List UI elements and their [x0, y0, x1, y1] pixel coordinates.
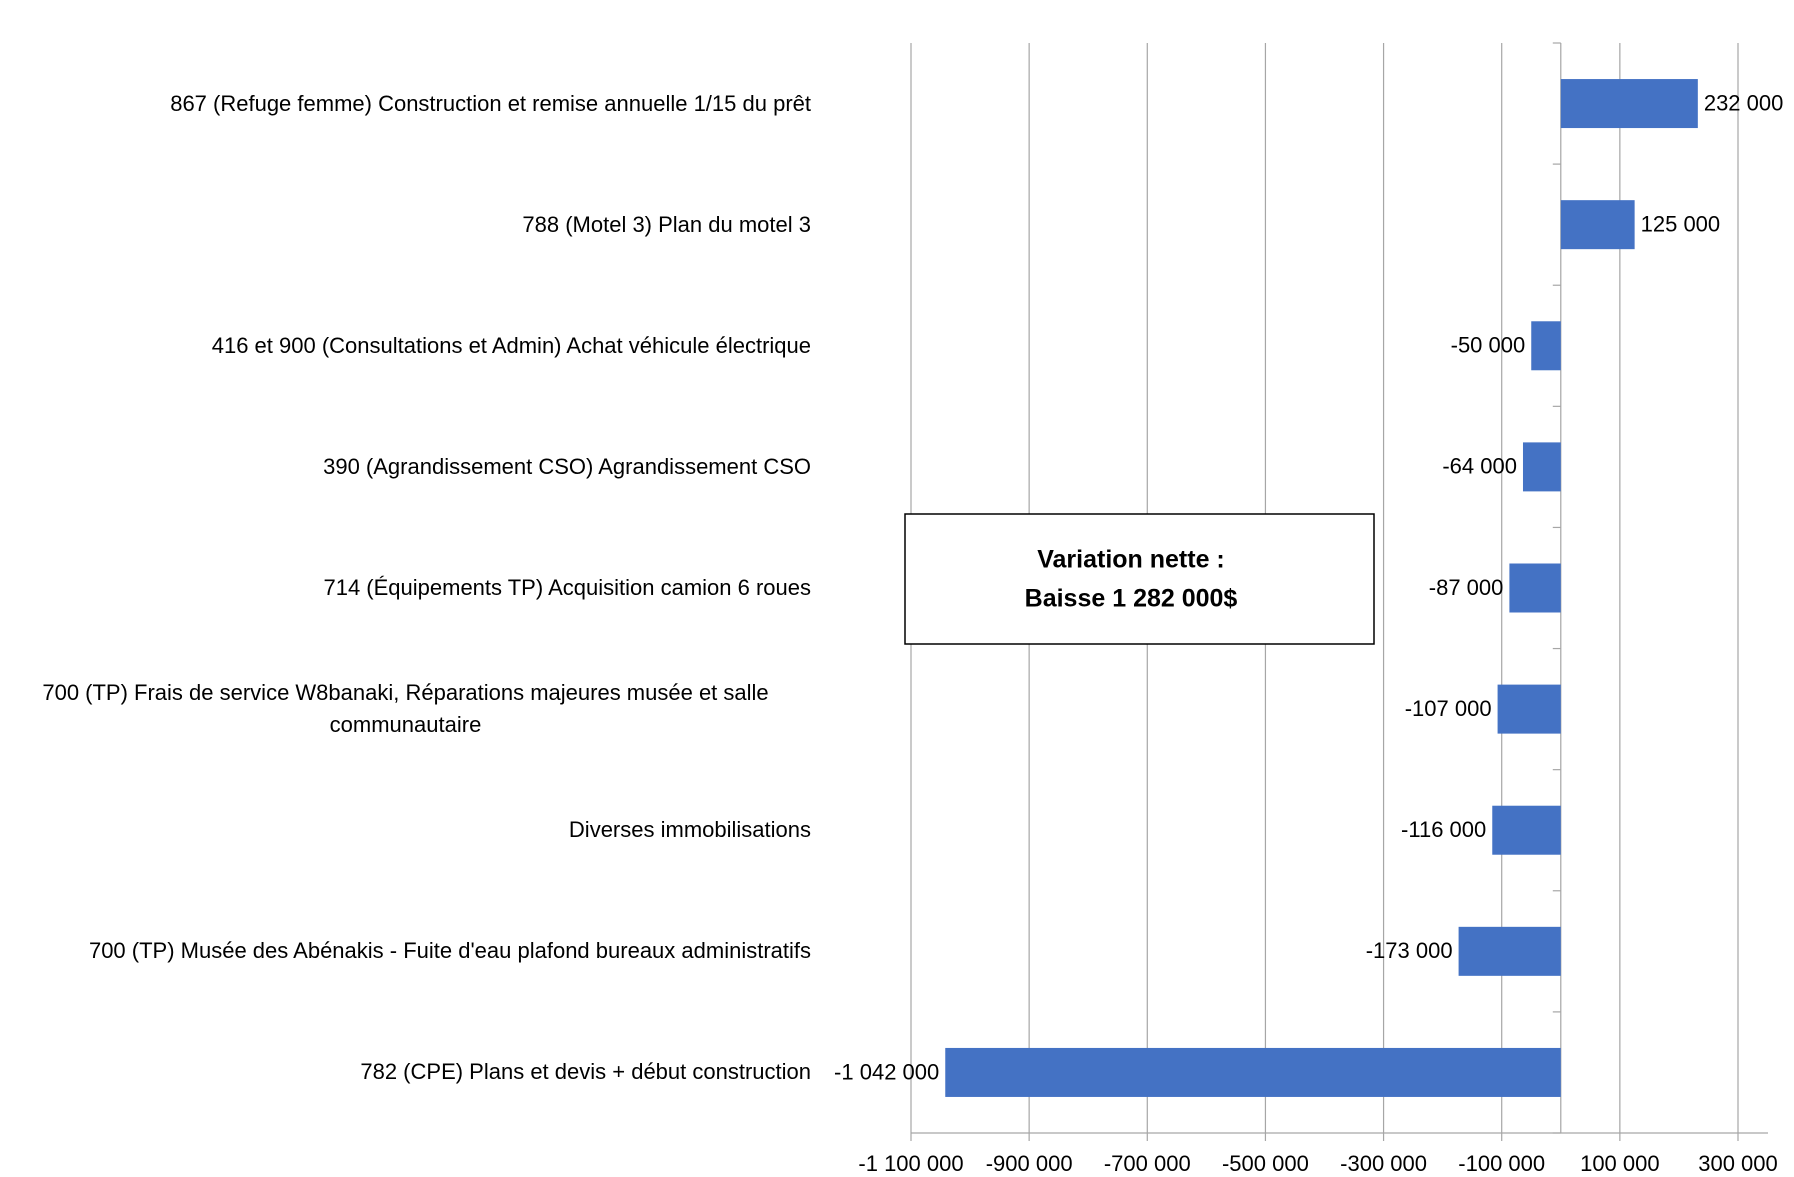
- y-tick-label: 782 (CPE) Plans et devis + début constru…: [360, 1059, 811, 1085]
- y-tick-label: 700 (TP) Musée des Abénakis - Fuite d'ea…: [88, 938, 811, 964]
- x-tick-label: 300 000: [1698, 1151, 1778, 1176]
- y-tick-label: 416 et 900 (Consultations et Admin) Acha…: [211, 332, 811, 358]
- value-label: -1 042 000: [834, 1059, 939, 1084]
- value-label: -87 000: [1429, 575, 1504, 600]
- y-tick-label: 700 (TP) Frais de service W8banaki, Répa…: [42, 680, 769, 738]
- y-tick-label: 714 (Équipements TP) Acquisition camion …: [323, 575, 811, 600]
- x-tick-label: -100 000: [1458, 1151, 1545, 1176]
- x-tick-label: -1 100 000: [858, 1151, 963, 1176]
- bar: [1560, 200, 1635, 250]
- x-tick-label: -300 000: [1340, 1151, 1427, 1176]
- annotation-box: [904, 513, 1375, 645]
- value-label: -173 000: [1366, 938, 1453, 963]
- bar: [945, 1047, 1561, 1097]
- annotation: Variation nette :: [1037, 546, 1225, 574]
- x-tick-label: -700 000: [1104, 1151, 1191, 1176]
- value-label: -107 000: [1405, 696, 1492, 721]
- y-tick-label: 788 (Motel 3) Plan du motel 3: [522, 211, 811, 237]
- value-label: 125 000: [1641, 211, 1721, 236]
- value-label: -64 000: [1442, 454, 1517, 479]
- annotation: Baisse 1 282 000$: [1025, 585, 1238, 613]
- y-tick-label: Diverses immobilisations: [568, 817, 811, 843]
- x-tick-label: 100 000: [1580, 1151, 1660, 1176]
- bar: [1458, 926, 1561, 976]
- bar: [1560, 79, 1698, 129]
- bar: [1531, 321, 1561, 371]
- x-tick-label: -500 000: [1222, 1151, 1309, 1176]
- value-label: 232 000: [1704, 90, 1784, 115]
- y-tick-label: 867 (Refuge femme) Construction et remis…: [170, 90, 811, 116]
- value-label: -50 000: [1451, 333, 1526, 358]
- bar: [1492, 805, 1561, 855]
- x-tick-label: -900 000: [986, 1151, 1073, 1176]
- y-tick-label: 390 (Agrandissement CSO) Agrandissement …: [323, 453, 811, 479]
- bar: [1497, 684, 1561, 734]
- bar: [1509, 563, 1561, 613]
- value-label: -116 000: [1401, 817, 1486, 842]
- bar: [1522, 442, 1561, 492]
